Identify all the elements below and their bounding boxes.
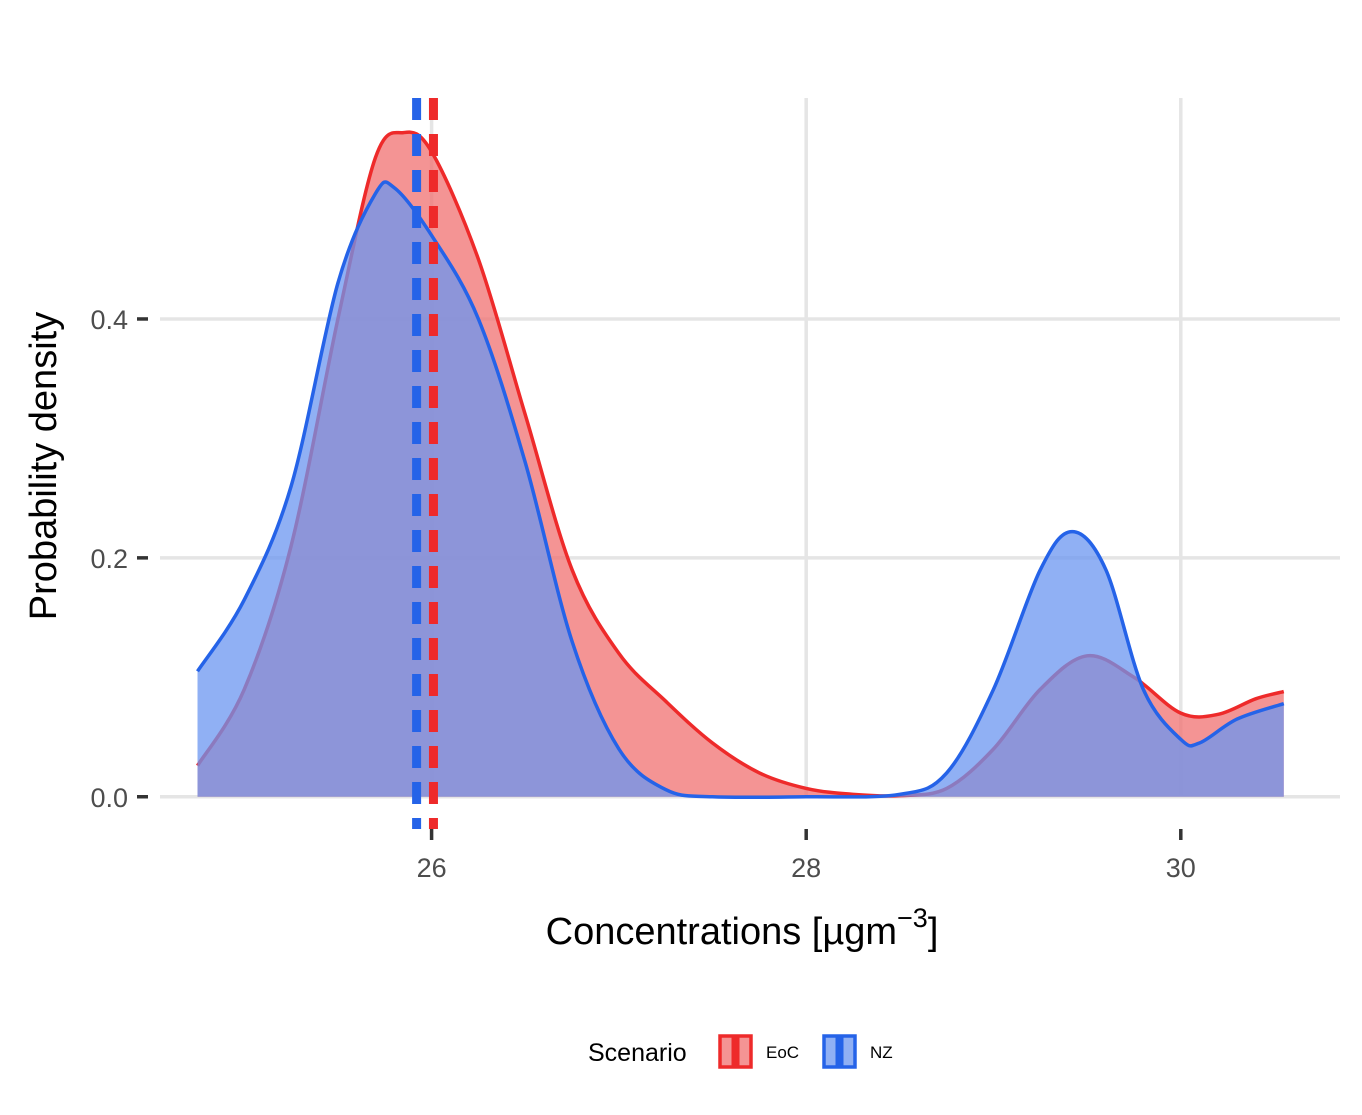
legend-title: Scenario [588,1039,687,1067]
y-tick-label: 0.2 [90,544,128,574]
mean-lines [412,98,438,829]
legend-label-nz: NZ [870,1043,893,1062]
y-tick-label: 0.0 [90,783,128,813]
legend: Scenario EoC NZ [588,1034,893,1069]
legend-items: EoC NZ [718,1034,893,1069]
density-area-nz [197,181,1284,798]
legend-label-eoc: EoC [766,1043,799,1062]
axes: 26 28 30 0.0 0.2 0.4 [90,305,1195,883]
x-axis-title: Concentrations [µgm−3] [546,903,939,953]
y-tick-label: 0.4 [90,305,128,335]
x-tick-label: 30 [1166,853,1196,883]
x-tick-label: 26 [417,853,447,883]
density-line-nz [196,180,1285,800]
x-tick-label: 28 [791,853,821,883]
y-axis-title: Probability density [23,312,65,620]
density-areas [196,130,1285,800]
